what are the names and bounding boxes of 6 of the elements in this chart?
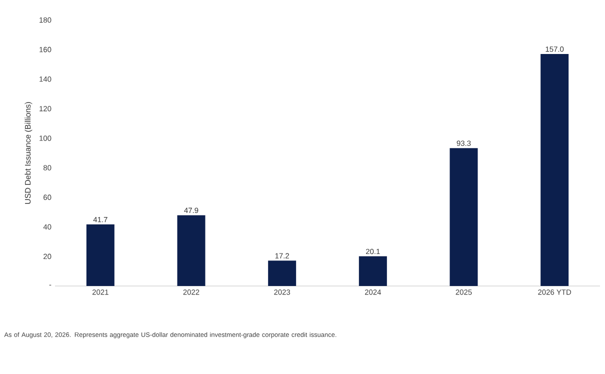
bar bbox=[450, 148, 478, 286]
bar bbox=[540, 54, 569, 286]
bar bbox=[268, 260, 296, 286]
bar bbox=[86, 224, 114, 286]
bar bbox=[177, 215, 206, 286]
bar bbox=[358, 256, 387, 286]
